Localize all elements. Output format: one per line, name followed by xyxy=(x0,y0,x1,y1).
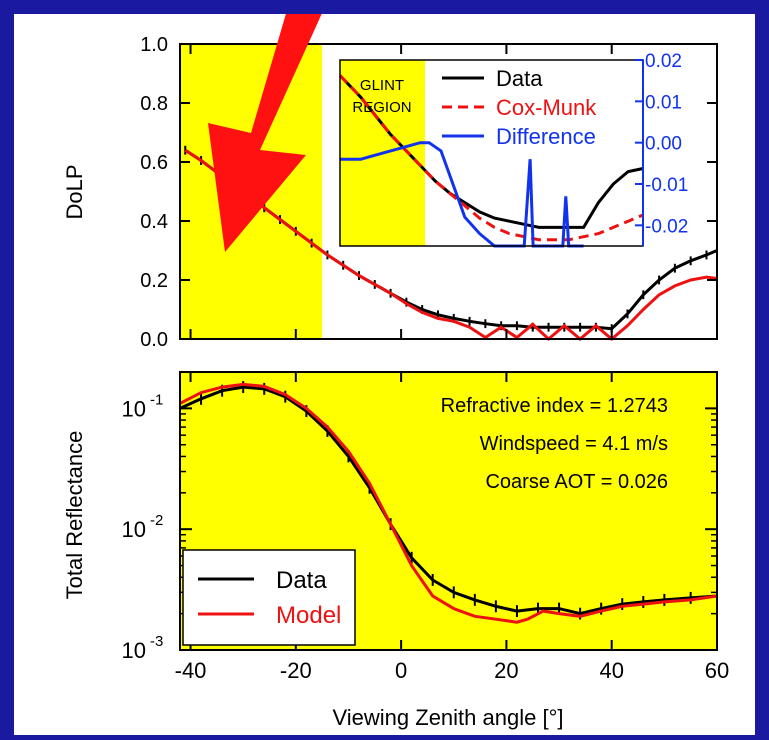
annotation-refractive-index: Refractive index = 1.2743 xyxy=(441,395,668,417)
inset-legend-cox-munk-label: Cox-Munk xyxy=(496,95,597,120)
inset-y-tick-label: -0.01 xyxy=(645,175,688,196)
annotation-coarse-aot: Coarse AOT = 0.026 xyxy=(485,471,668,493)
inset-plot: GLINT REGION 0.02 0.01 0.00 -0.01 -0.02 Data… xyxy=(338,51,688,248)
dolp-y-tick-label: 0.6 xyxy=(140,152,168,174)
reflectance-y-tick-base: 10 xyxy=(122,396,146,421)
reflectance-x-tick-label: 40 xyxy=(599,658,623,683)
dolp-y-tick-label: 1.0 xyxy=(140,34,168,56)
reflectance-x-tick-label: 60 xyxy=(705,658,729,683)
dolp-y-axis-label: DoLP xyxy=(62,164,87,219)
left-border xyxy=(0,0,14,735)
reflectance-y-tick-exponent: -1 xyxy=(150,391,163,408)
legend-box xyxy=(182,549,356,646)
dolp-y-tick-label: 0.0 xyxy=(140,329,168,351)
reflectance-axes-frame xyxy=(179,371,718,651)
reflectance-model-line xyxy=(179,382,718,624)
dolp-model-line xyxy=(184,148,718,342)
top-border xyxy=(0,0,769,14)
reflectance-panel: 10-110-210-3 -40 -20 0 20 40 60 Refractive in… xyxy=(62,371,729,730)
reflectance-y-axis-label: Total Reflectance xyxy=(62,431,87,600)
reflectance-x-tick-label: 20 xyxy=(494,658,518,683)
reflectance-legend: Data Model xyxy=(182,549,356,646)
inset-legend-data-label: Data xyxy=(496,66,543,91)
dolp-axes-frame xyxy=(179,43,718,340)
reflectance-y-tick-base: 10 xyxy=(122,517,146,542)
right-border xyxy=(755,0,769,735)
glint-label-line-2: REGION xyxy=(352,99,411,116)
dolp-y-tick-label: 0.4 xyxy=(140,211,168,233)
legend-data-label: Data xyxy=(276,567,327,594)
x-axis-label: Viewing Zenith angle [°] xyxy=(333,705,564,730)
inset-y-tick-label: -0.02 xyxy=(645,216,688,237)
reflectance-y-tick-base: 10 xyxy=(122,638,146,663)
inset-cox-munk-line xyxy=(338,74,644,242)
annotation-windspeed: Windspeed = 4.1 m/s xyxy=(480,433,668,455)
reflectance-y-tick-exponent: -3 xyxy=(150,633,163,650)
pointer-arrow xyxy=(208,0,328,252)
dolp-y-tick-label: 0.8 xyxy=(140,93,168,115)
inset-y-tick-label: 0.02 xyxy=(645,51,682,72)
dolp-y-ticks: 0.0 0.2 0.4 0.6 0.8 1.0 xyxy=(140,34,717,351)
legend-model-label: Model xyxy=(276,602,341,629)
inset-y-tick-label: 0.00 xyxy=(645,134,682,155)
dolp-y-tick-label: 0.2 xyxy=(140,270,168,292)
inset-legend-difference-label: Difference xyxy=(496,124,596,149)
inset-y-tick-label: 0.01 xyxy=(645,92,682,113)
reflectance-x-ticks: -40 -20 0 20 40 60 xyxy=(175,372,729,683)
reflectance-data-line xyxy=(179,385,718,616)
glint-label-line-1: GLINT xyxy=(360,77,404,94)
reflectance-x-tick-label: -40 xyxy=(175,658,207,683)
reflectance-x-tick-label: 0 xyxy=(395,658,407,683)
reflectance-x-tick-label: -20 xyxy=(280,658,312,683)
reflectance-y-tick-exponent: -2 xyxy=(150,512,163,529)
inset-right-y-ticks: 0.02 0.01 0.00 -0.01 -0.02 xyxy=(635,51,688,237)
